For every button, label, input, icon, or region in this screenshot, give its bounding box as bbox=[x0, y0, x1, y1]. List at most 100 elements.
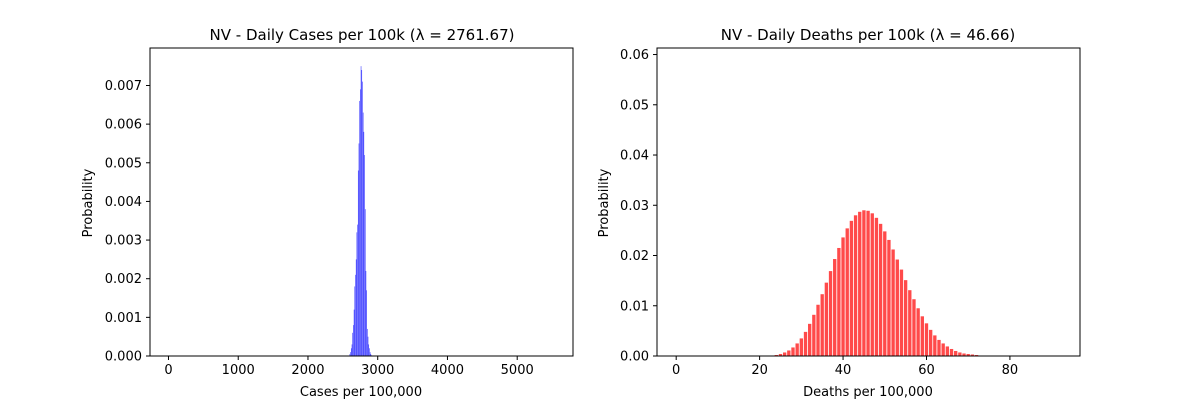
deaths-bar bbox=[887, 239, 891, 356]
deaths-bar bbox=[924, 323, 929, 356]
cases-bar bbox=[360, 89, 361, 356]
y-tick-label: 0.002 bbox=[105, 272, 142, 287]
cases-bar bbox=[350, 348, 352, 356]
deaths-bar bbox=[870, 213, 874, 356]
y-tick-label: 0.06 bbox=[620, 48, 649, 63]
chart-title: NV - Daily Deaths per 100k (λ = 46.66) bbox=[721, 26, 1016, 44]
y-tick-label: 0.01 bbox=[620, 299, 649, 314]
deaths-bar bbox=[841, 237, 845, 356]
deaths-bar bbox=[920, 316, 924, 356]
cases-bar bbox=[366, 290, 367, 356]
deaths-bar bbox=[966, 353, 970, 356]
cases-bar bbox=[359, 100, 360, 356]
cases-bar bbox=[362, 112, 364, 356]
y-tick-label: 0.05 bbox=[620, 98, 649, 113]
deaths-bar bbox=[970, 354, 975, 356]
deaths-bar bbox=[803, 331, 808, 356]
x-tick-label: 80 bbox=[1002, 363, 1019, 378]
y-axis-ticks: 0.000 0.001 0.002 0.003 0.004 0.005 0.006 0.007 bbox=[105, 79, 150, 365]
cases-bar bbox=[354, 286, 356, 356]
plot-area bbox=[149, 47, 574, 357]
x-tick-label: 1000 bbox=[222, 363, 255, 378]
y-tick-label: 0.006 bbox=[105, 118, 142, 133]
deaths-bar bbox=[808, 323, 812, 356]
cases-bar bbox=[355, 274, 356, 356]
y-tick-label: 0.005 bbox=[105, 156, 142, 171]
x-tick-label: 0 bbox=[672, 363, 680, 378]
deaths-bar bbox=[916, 308, 920, 356]
deaths-bar bbox=[862, 210, 866, 356]
cases-bar bbox=[357, 224, 358, 356]
plot-area bbox=[656, 47, 1081, 357]
chart-title: NV - Daily Cases per 100k (λ = 2761.67) bbox=[210, 26, 515, 44]
cases-bar bbox=[367, 328, 368, 356]
deaths-bar bbox=[845, 228, 849, 356]
x-axis-label: Cases per 100,000 bbox=[300, 385, 422, 400]
x-tick-label: 3000 bbox=[361, 363, 394, 378]
cases-chart: NV - Daily Cases per 100k (λ = 2761.67) … bbox=[81, 26, 574, 400]
deaths-bar bbox=[941, 343, 945, 356]
deaths-bar bbox=[833, 259, 837, 356]
deaths-bar bbox=[945, 346, 950, 356]
cases-bar bbox=[363, 131, 365, 356]
deaths-bar bbox=[958, 352, 962, 356]
x-tick-label: 5000 bbox=[501, 363, 534, 378]
deaths-chart: NV - Daily Deaths per 100k (λ = 46.66) 0… bbox=[597, 26, 1081, 400]
y-tick-label: 0.007 bbox=[105, 79, 142, 94]
y-axis-label: Probability bbox=[81, 168, 96, 237]
y-tick-label: 0.003 bbox=[105, 234, 142, 249]
cases-bar bbox=[365, 270, 367, 356]
deaths-bar bbox=[883, 231, 887, 356]
deaths-bar bbox=[912, 299, 916, 356]
x-axis-label: Deaths per 100,000 bbox=[803, 385, 933, 400]
cases-bar bbox=[360, 66, 362, 356]
cases-bar bbox=[361, 70, 363, 356]
cases-bar bbox=[355, 259, 357, 356]
cases-bar bbox=[353, 309, 355, 356]
deaths-bar bbox=[866, 210, 870, 356]
x-tick-label: 60 bbox=[918, 363, 935, 378]
cases-bar bbox=[357, 170, 359, 356]
y-tick-label: 0.004 bbox=[105, 195, 142, 210]
deaths-bar bbox=[849, 220, 854, 356]
cases-bar bbox=[351, 344, 353, 356]
deaths-bar bbox=[778, 353, 783, 356]
deaths-bar bbox=[937, 339, 941, 356]
deaths-bar bbox=[891, 249, 895, 356]
deaths-bar bbox=[903, 280, 908, 356]
x-tick-label: 40 bbox=[835, 363, 852, 378]
deaths-bar bbox=[949, 348, 954, 356]
deaths-bar bbox=[812, 314, 816, 356]
x-axis-ticks: 0 20 40 60 80 bbox=[672, 356, 1018, 378]
y-tick-label: 0.02 bbox=[620, 249, 649, 264]
cases-bar bbox=[370, 354, 372, 356]
deaths-bar bbox=[787, 350, 791, 356]
deaths-bar bbox=[820, 294, 824, 356]
y-tick-label: 0.001 bbox=[105, 311, 142, 326]
deaths-bar bbox=[837, 247, 841, 356]
cases-bar bbox=[364, 155, 365, 356]
deaths-bar bbox=[824, 282, 829, 356]
x-axis-ticks: 0 1000 2000 3000 4000 5000 bbox=[164, 356, 534, 378]
cases-bar bbox=[358, 143, 360, 356]
deaths-bar bbox=[874, 217, 879, 356]
deaths-bar bbox=[895, 259, 899, 356]
deaths-bar bbox=[791, 347, 795, 356]
x-tick-label: 20 bbox=[751, 363, 768, 378]
deaths-bar bbox=[782, 352, 787, 356]
y-tick-label: 0.03 bbox=[620, 199, 649, 214]
cases-bar bbox=[369, 348, 370, 356]
y-tick-label: 0.000 bbox=[105, 350, 142, 365]
deaths-bar bbox=[858, 211, 862, 356]
cases-bar bbox=[356, 232, 358, 356]
cases-bars bbox=[349, 66, 373, 357]
x-tick-label: 0 bbox=[164, 363, 172, 378]
y-tick-label: 0.04 bbox=[620, 149, 649, 164]
cases-bar bbox=[367, 336, 369, 356]
y-axis-label: Probability bbox=[597, 168, 612, 237]
cases-bar bbox=[369, 352, 371, 356]
cases-bar bbox=[352, 332, 353, 356]
deaths-bar bbox=[899, 269, 904, 356]
deaths-bar bbox=[962, 353, 966, 356]
